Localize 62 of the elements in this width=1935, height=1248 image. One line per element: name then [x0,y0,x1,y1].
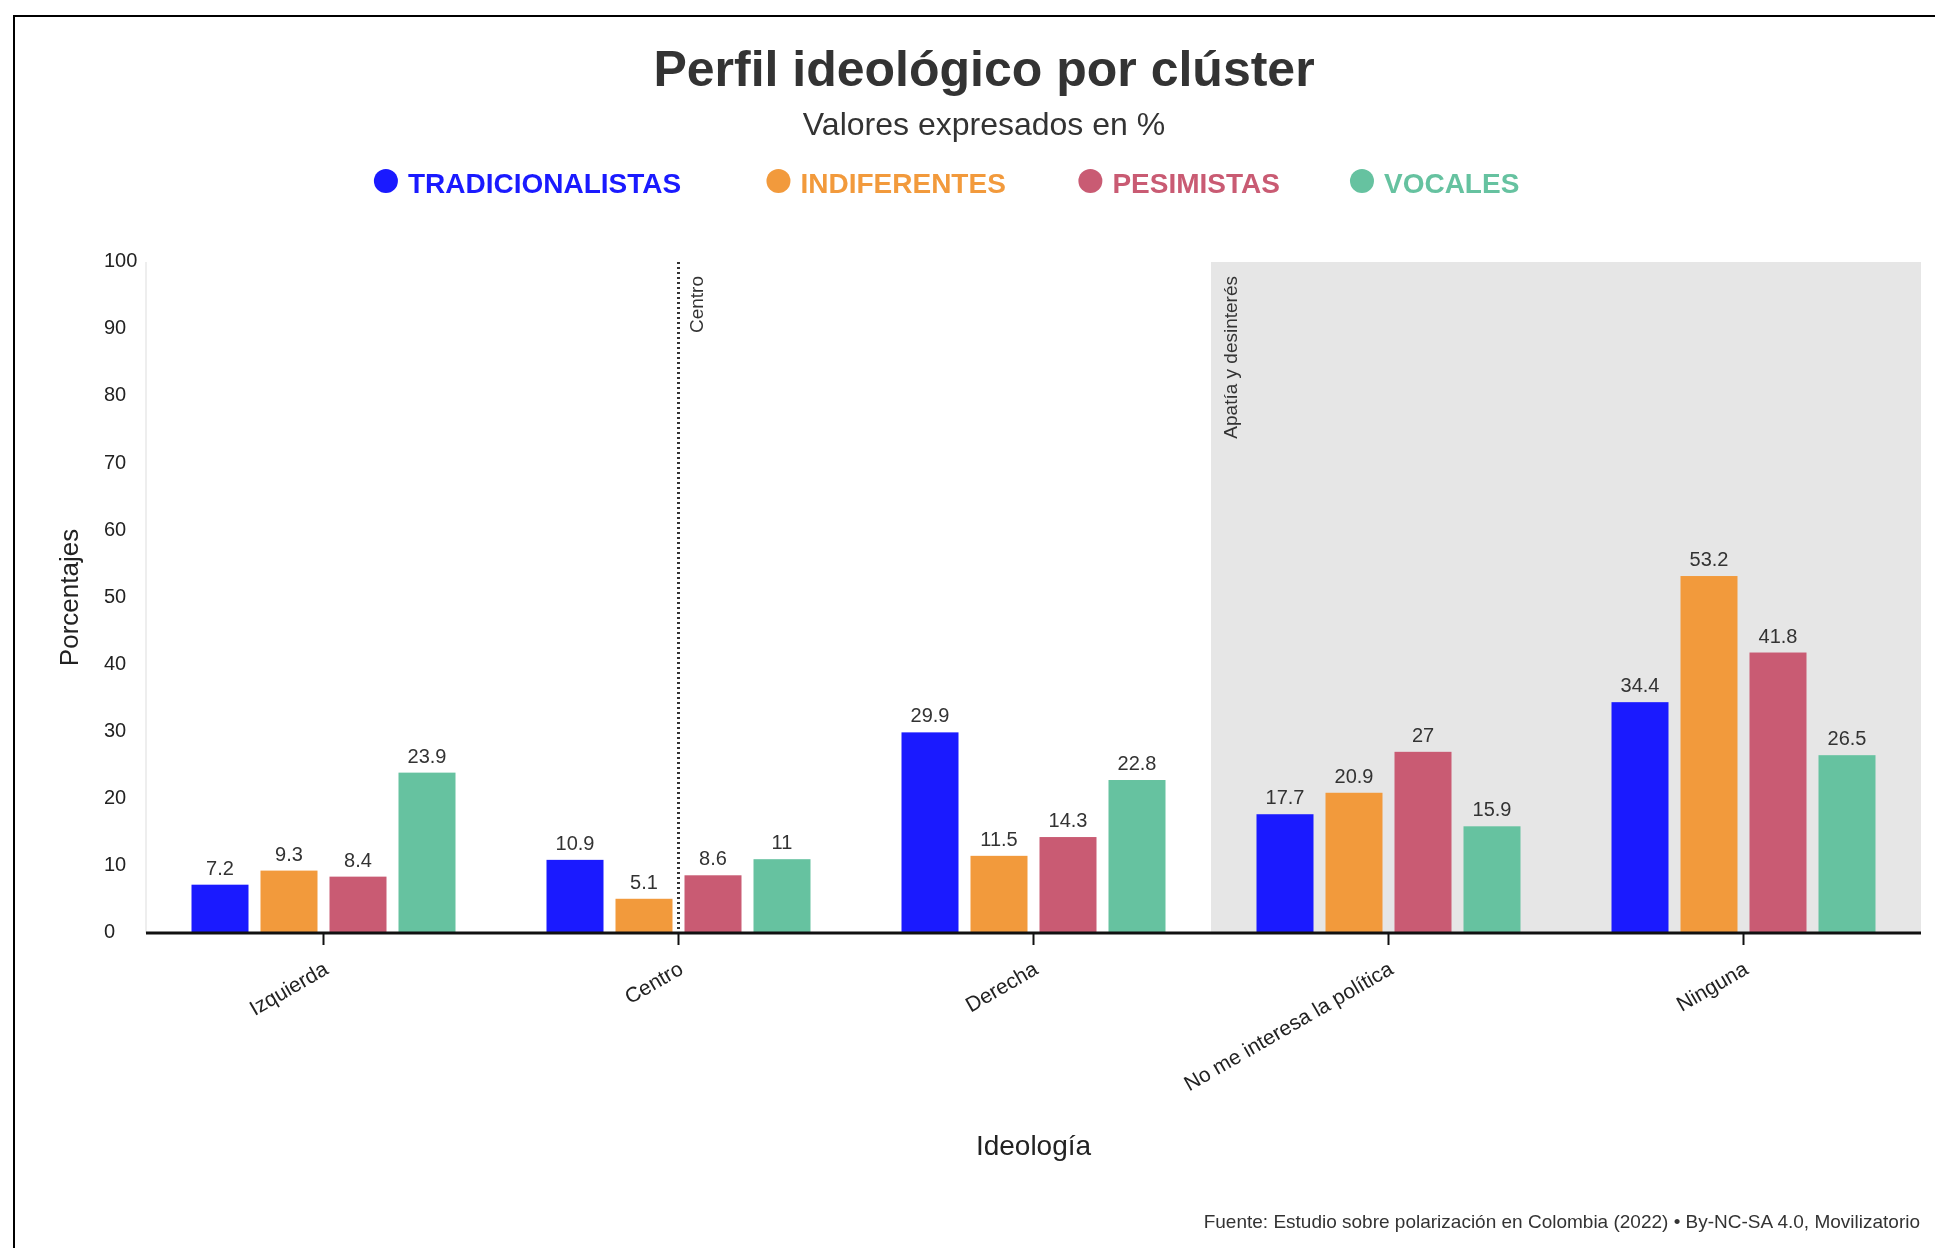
data-label: 8.6 [699,847,727,870]
bar [901,732,959,933]
y-tick-label: 50 [104,584,127,607]
legend-label: PESIMISTAS [1112,168,1280,199]
data-label: 17.7 [1265,786,1305,809]
y-axis-title: Porcentajes [54,528,84,667]
band-label: Apatía y desinterés [1220,276,1241,439]
data-label: 27 [1411,723,1435,746]
legend-label: INDIFERENTES [800,168,1006,199]
y-tick-label: 40 [104,651,127,674]
y-tick-label: 70 [104,450,127,473]
data-label: 34.4 [1620,674,1660,697]
y-tick-label: 90 [104,316,127,339]
bar [1463,826,1521,933]
bar [1325,792,1383,933]
y-tick-label: 80 [104,383,127,406]
bar [191,884,249,933]
bar [1039,837,1097,933]
source-note: Fuente: Estudio sobre polarización en Colombia (2022) • By-NC-SA 4.0, Movilizatorio [1203,1211,1920,1232]
bar [329,876,387,933]
bar [970,855,1028,933]
ref-line-label: Centro [685,276,707,334]
bar [753,859,811,933]
y-tick-label: 0 [104,920,116,943]
y-tick-label: 20 [104,786,127,809]
bar [546,859,604,933]
bar [615,898,673,933]
chart-subtitle: Valores expresados en % [802,106,1166,142]
legend-label: VOCALES [1383,168,1520,199]
legend-label: TRADICIONALISTAS [407,168,682,199]
data-label: 22.8 [1117,752,1157,775]
data-label: 11.5 [980,827,1018,850]
data-label: 53.2 [1689,548,1729,571]
bar [1680,576,1738,933]
data-label: 23.9 [407,744,447,767]
data-label: 14.3 [1048,809,1088,832]
bar [260,870,318,933]
bar [1108,780,1166,933]
data-label: 11 [771,831,793,854]
data-label: 26.5 [1827,727,1867,750]
data-label: 15.9 [1472,798,1512,821]
y-tick-label: 100 [104,249,138,272]
data-label: 29.9 [910,704,950,727]
y-tick-label: 30 [104,718,127,741]
bar [1749,652,1807,933]
data-label: 8.4 [344,848,372,871]
data-label: 41.8 [1758,624,1798,647]
bar [398,772,456,933]
x-axis-title: Ideología [975,1130,1092,1161]
data-label: 10.9 [555,831,595,854]
bar [1256,814,1314,933]
data-label: 5.1 [630,870,658,893]
y-tick-label: 10 [104,853,127,876]
data-label: 20.9 [1334,764,1374,787]
bar [684,875,742,933]
chart-title: Perfil ideológico por clúster [653,41,1315,97]
bar [1394,751,1452,933]
y-tick-label: 60 [104,517,127,540]
data-label: 9.3 [275,842,303,865]
data-label: 7.2 [206,856,234,879]
bar [1818,755,1876,933]
bar [1611,702,1669,933]
